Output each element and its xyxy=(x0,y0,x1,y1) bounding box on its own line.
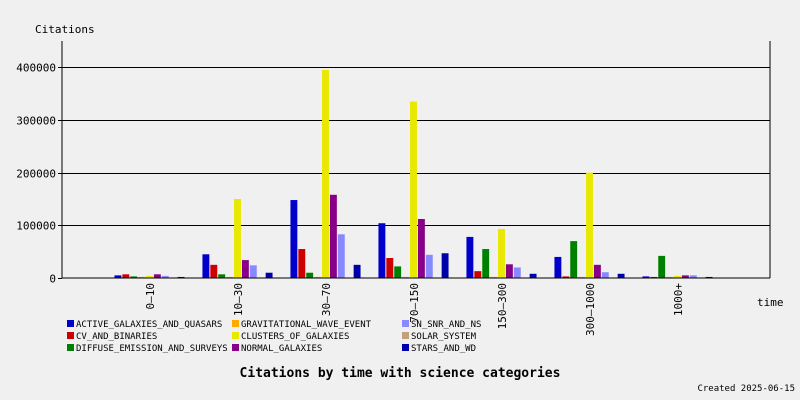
bar xyxy=(681,275,689,278)
y-tick-label: 400000 xyxy=(16,62,56,75)
x-tick-label: 150–300 xyxy=(496,283,509,329)
legend-label: CV_AND_BINARIES xyxy=(76,332,157,342)
x-tick-label: 10–30 xyxy=(232,283,245,316)
bar xyxy=(705,276,713,278)
bar xyxy=(417,219,425,278)
x-ticks: 0–10 10–30 30–70 70–150 150–300 300–1000 1000+ xyxy=(144,283,685,336)
x-tick-label: 1000+ xyxy=(672,283,685,316)
bar xyxy=(177,276,185,278)
legend-label: STARS_AND_WD xyxy=(411,344,476,354)
bar xyxy=(226,276,234,278)
x-tick-label: 0–10 xyxy=(144,283,157,310)
legend-label: NORMAL_GALAXIES xyxy=(241,344,322,354)
legend-label: GRAVITATIONAL_WAVE_EVENT xyxy=(241,320,372,330)
bar xyxy=(265,272,273,278)
y-axis-label: Citations xyxy=(35,23,95,36)
bar xyxy=(513,267,521,278)
bar xyxy=(353,264,361,278)
legend-swatch xyxy=(67,332,74,339)
bar xyxy=(146,275,153,278)
y-tick-label: 0 xyxy=(49,273,56,286)
bar xyxy=(474,271,482,278)
y-ticks: 0 100000 200000 300000 400000 xyxy=(16,62,62,286)
bar xyxy=(466,236,474,278)
legend-swatch xyxy=(402,332,409,339)
bar xyxy=(337,234,345,278)
legend-label: DIFFUSE_EMISSION_AND_SURVEYS xyxy=(76,344,228,354)
bar xyxy=(322,69,329,278)
bar xyxy=(570,241,578,278)
legend-swatch xyxy=(232,344,239,351)
legend-label: ACTIVE_GALAXIES_AND_QUASARS xyxy=(76,320,222,330)
bar xyxy=(161,275,169,278)
bar xyxy=(505,264,513,278)
bar xyxy=(394,266,402,278)
bar xyxy=(298,249,306,278)
y-tick-label: 100000 xyxy=(16,220,56,233)
bar xyxy=(114,275,122,278)
bar xyxy=(290,200,298,278)
bar xyxy=(138,276,146,278)
bar xyxy=(593,264,601,278)
bar xyxy=(562,276,570,278)
bar xyxy=(306,272,314,278)
legend: ACTIVE_GALAXIES_AND_QUASARS CV_AND_BINARI… xyxy=(67,320,481,354)
bar xyxy=(674,275,681,278)
bar xyxy=(210,264,218,278)
bar xyxy=(601,272,609,278)
bar xyxy=(425,254,433,278)
bar xyxy=(234,199,241,278)
legend-swatch xyxy=(67,320,74,327)
legend-label: CLUSTERS_OF_GALAXIES xyxy=(241,332,349,342)
bar xyxy=(554,256,562,278)
x-tick-label: 300–1000 xyxy=(584,283,597,336)
created-date: Created 2025-06-15 xyxy=(697,384,795,394)
bar xyxy=(329,194,337,278)
bar xyxy=(410,101,417,278)
bar xyxy=(122,274,130,278)
x-tick-label: 30–70 xyxy=(320,283,333,316)
legend-label: SOLAR_SYSTEM xyxy=(411,332,477,342)
bar xyxy=(218,274,226,278)
bar xyxy=(153,274,161,278)
bar xyxy=(490,276,498,278)
bar xyxy=(386,257,394,278)
bar xyxy=(378,223,386,278)
bar xyxy=(689,275,697,278)
bars-layer xyxy=(114,69,713,278)
bar xyxy=(241,260,249,278)
axes-layer xyxy=(61,41,771,279)
bar xyxy=(202,254,210,278)
legend-swatch xyxy=(67,344,74,351)
legend-swatch xyxy=(402,320,409,327)
bar xyxy=(402,276,410,278)
chart-title: Citations by time with science categorie… xyxy=(240,366,561,381)
bar xyxy=(482,249,490,278)
legend-label: SN_SNR_AND_NS xyxy=(411,320,481,330)
bar xyxy=(650,276,658,278)
bar xyxy=(130,276,138,278)
bar xyxy=(529,273,537,278)
y-tick-label: 200000 xyxy=(16,168,56,181)
bar xyxy=(249,265,257,278)
legend-swatch xyxy=(232,320,239,327)
bar xyxy=(658,255,666,278)
bar xyxy=(441,253,449,278)
bar xyxy=(578,276,586,278)
bar xyxy=(314,276,322,278)
bar xyxy=(586,172,593,278)
x-axis-label: time xyxy=(757,296,784,309)
bar xyxy=(666,276,674,278)
bar xyxy=(498,229,505,278)
bar xyxy=(617,273,625,278)
y-tick-label: 300000 xyxy=(16,115,56,128)
legend-swatch xyxy=(232,332,239,339)
bar xyxy=(642,276,650,278)
x-tick-label: 70–150 xyxy=(408,283,421,323)
legend-swatch xyxy=(402,344,409,351)
